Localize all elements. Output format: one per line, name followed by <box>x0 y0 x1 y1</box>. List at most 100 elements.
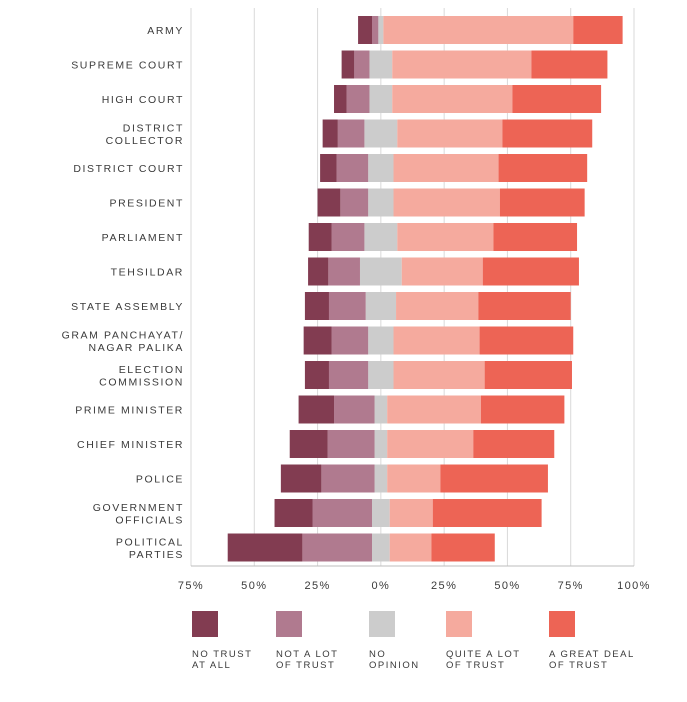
bar-3-series-0 <box>322 119 338 148</box>
bar-9-series-4 <box>479 326 574 355</box>
legend-swatch-3 <box>446 611 472 637</box>
bar-12-series-2 <box>374 430 388 458</box>
x-tick-label-0: 75% <box>178 580 204 592</box>
bar-13-series-2 <box>374 464 388 493</box>
bar-1-series-0 <box>341 50 355 79</box>
bar-1-series-3 <box>392 50 532 79</box>
bar-8-series-1 <box>328 292 366 320</box>
bar-5-series-4 <box>499 188 585 217</box>
bar-7-series-4 <box>482 257 579 286</box>
legend-label-3-line-1: OF TRUST <box>446 660 505 671</box>
bar-2-series-2 <box>369 85 393 113</box>
bar-12-series-4 <box>473 430 555 458</box>
bar-4-series-1 <box>336 154 369 182</box>
category-label-3-line-0: DISTRICT <box>123 122 184 134</box>
category-label-14-line-1: OFFICIALS <box>115 514 184 526</box>
bar-12-series-1 <box>327 430 375 458</box>
bar-0-series-1 <box>371 16 379 44</box>
x-tick-label-5: 50% <box>494 580 520 592</box>
bar-4-series-2 <box>368 154 394 182</box>
bar-8-series-0 <box>304 292 329 320</box>
x-tick-label-3: 0% <box>372 580 391 592</box>
bar-5-series-3 <box>393 188 500 217</box>
bar-6-series-0 <box>308 223 332 251</box>
bar-13-series-4 <box>440 464 548 493</box>
legend-label-2-line-0: NO <box>369 649 386 660</box>
legend-label-2-line-1: OPINION <box>369 660 420 671</box>
category-label-11: PRIME MINISTER <box>75 405 184 417</box>
category-label-8: STATE ASSEMBLY <box>71 301 184 313</box>
category-label-4: DISTRICT COURT <box>73 163 184 175</box>
bar-15-series-3 <box>389 533 432 562</box>
bar-3-series-1 <box>337 119 365 148</box>
bar-9-series-0 <box>303 326 332 355</box>
category-label-15-line-0: POLITICAL <box>116 536 184 548</box>
bar-8-series-4 <box>478 292 571 320</box>
bar-11-series-4 <box>480 395 565 424</box>
legend-label-4-line-0: A GREAT DEAL <box>549 649 635 660</box>
bar-13-series-1 <box>321 464 375 493</box>
bar-6-series-3 <box>397 223 494 251</box>
category-label-10-line-0: ELECTION <box>119 364 184 376</box>
category-label-15-line-1: PARTIES <box>129 549 184 561</box>
category-label-1: SUPREME COURT <box>71 60 184 72</box>
bar-13-series-0 <box>280 464 322 493</box>
category-label-9-line-1: NAGAR PALIKA <box>89 342 184 354</box>
bar-6-series-2 <box>364 223 398 251</box>
bar-14-series-4 <box>432 499 542 527</box>
bar-10-series-1 <box>328 361 369 389</box>
bar-6-series-1 <box>331 223 365 251</box>
category-label-10-line-1: COMMISSION <box>99 376 184 388</box>
x-axis: 75% 50% 25% 0% 25% 50% 75% 100% <box>178 565 649 592</box>
bar-13-series-3 <box>387 464 441 493</box>
bar-14-series-1 <box>312 499 372 527</box>
legend-label-1-line-0: NOT A LOT <box>276 649 338 660</box>
bar-4-series-3 <box>393 154 499 182</box>
bar-11-series-0 <box>298 395 335 424</box>
legend-swatch-1 <box>276 611 302 637</box>
bar-2-series-1 <box>346 85 370 113</box>
bar-3-series-3 <box>397 119 503 148</box>
bar-8-series-3 <box>396 292 479 320</box>
category-label-3-line-1: COLLECTOR <box>106 135 184 147</box>
category-labels: ARMY SUPREME COURT HIGH COURT DISTRICTCOLLE… <box>62 25 185 561</box>
bar-3-series-2 <box>364 119 398 148</box>
x-tick-label-1: 50% <box>241 580 267 592</box>
bar-10-series-4 <box>484 361 572 389</box>
bar-15-series-4 <box>431 533 495 562</box>
bar-6-series-4 <box>493 223 578 251</box>
bar-5-series-2 <box>368 188 394 217</box>
bar-11-series-2 <box>374 395 388 424</box>
bar-14-series-3 <box>389 499 433 527</box>
legend-label-0-line-0: NO TRUST <box>192 649 252 660</box>
legend-swatch-4 <box>549 611 575 637</box>
legend-label-3-line-0: QUITE A LOT <box>446 649 521 660</box>
bar-10-series-0 <box>304 361 329 389</box>
bar-15-series-0 <box>227 533 303 562</box>
bar-1-series-1 <box>354 50 370 79</box>
bar-7-series-2 <box>359 257 402 286</box>
bar-4-series-4 <box>498 154 588 182</box>
bar-9-series-1 <box>331 326 369 355</box>
category-label-13: POLICE <box>136 474 184 486</box>
bar-5-series-0 <box>317 188 341 217</box>
bar-1-series-4 <box>531 50 608 79</box>
bar-14-series-0 <box>274 499 313 527</box>
bar-9-series-3 <box>393 326 480 355</box>
x-tick-label-2: 25% <box>304 580 330 592</box>
bar-1-series-2 <box>369 50 393 79</box>
legend-label-1-line-1: OF TRUST <box>276 660 335 671</box>
category-label-5: PRESIDENT <box>110 198 185 210</box>
legend-swatch-0 <box>192 611 218 637</box>
bar-0-series-2 <box>378 16 384 44</box>
bar-7-series-3 <box>401 257 483 286</box>
bar-3-series-4 <box>502 119 593 148</box>
bar-0-series-3 <box>383 16 574 44</box>
bar-8-series-2 <box>365 292 397 320</box>
bar-9-series-2 <box>368 326 394 355</box>
bar-15-series-2 <box>371 533 390 562</box>
bar-7-series-0 <box>308 257 329 286</box>
bar-2-series-0 <box>334 85 347 113</box>
bar-0-series-0 <box>358 16 372 44</box>
